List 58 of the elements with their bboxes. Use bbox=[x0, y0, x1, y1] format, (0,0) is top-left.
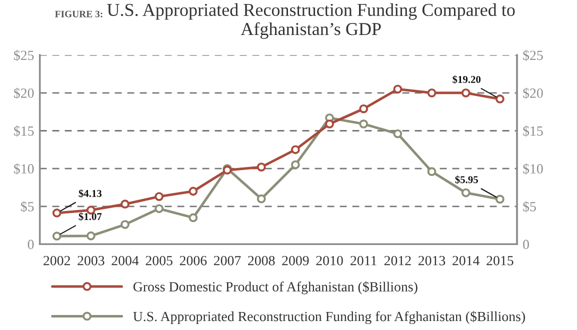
point bbox=[256, 162, 266, 172]
x-tick-label: 2007 bbox=[214, 256, 241, 266]
point bbox=[154, 192, 164, 201]
point bbox=[188, 213, 198, 222]
x-tick-label: 2009 bbox=[282, 256, 309, 266]
chart-title: U.S. Appropriated Reconstruction Funding Compared to Afghanistan’s GDP bbox=[107, 3, 515, 39]
x-tick-label: 2010 bbox=[316, 256, 343, 266]
point bbox=[427, 88, 436, 98]
x-tick-label: 2014 bbox=[452, 256, 480, 266]
x-tick-label: 2008 bbox=[248, 256, 275, 266]
point bbox=[427, 167, 436, 176]
y2-tick-label: $20 bbox=[523, 88, 543, 99]
annotation: $1.07 bbox=[78, 212, 102, 221]
x-tick-label: 2015 bbox=[486, 256, 514, 266]
point bbox=[393, 84, 402, 94]
y2-tick-label: $15 bbox=[523, 126, 543, 137]
point bbox=[496, 194, 504, 204]
point bbox=[86, 231, 96, 240]
point bbox=[461, 188, 470, 198]
point bbox=[359, 119, 368, 128]
x-tick-label: 2003 bbox=[78, 256, 104, 266]
x-tick-label: 2004 bbox=[112, 256, 139, 266]
legend-label: Gross Domestic Product of Afghanistan ($Billions) bbox=[133, 281, 418, 294]
annotation: $5.95 bbox=[455, 176, 478, 184]
y2-tick-label: 0 bbox=[523, 240, 529, 250]
point bbox=[154, 204, 164, 214]
point bbox=[359, 104, 368, 114]
y-tick-label: $10 bbox=[14, 163, 34, 174]
y-tick-label: $25 bbox=[14, 50, 34, 61]
point bbox=[256, 194, 266, 204]
y2-tick-label: $10 bbox=[523, 163, 543, 174]
x-tick-label: 2005 bbox=[146, 256, 172, 266]
y-tick-label: $15 bbox=[14, 126, 34, 137]
point bbox=[52, 208, 62, 218]
y2-tick-label: $25 bbox=[523, 50, 543, 61]
point bbox=[496, 94, 504, 104]
x-tick-label: 2011 bbox=[350, 256, 376, 266]
x-tick-label: 2006 bbox=[180, 256, 207, 266]
annotation: $4.13 bbox=[78, 189, 102, 198]
x-tick-label: 2002 bbox=[44, 256, 70, 266]
point bbox=[52, 232, 62, 241]
point bbox=[290, 145, 300, 154]
y2-tick-label: $5 bbox=[523, 201, 536, 212]
caption: FIGURE 3: bbox=[54, 10, 102, 18]
y-tick-label: $5 bbox=[20, 201, 34, 212]
x-tick-label: 2013 bbox=[418, 256, 446, 266]
point bbox=[188, 186, 198, 196]
point bbox=[325, 119, 334, 128]
point bbox=[461, 88, 470, 98]
point bbox=[120, 220, 130, 229]
annotation: $19.20 bbox=[452, 75, 481, 84]
point bbox=[393, 129, 402, 138]
x-tick-label: 2012 bbox=[384, 256, 411, 266]
y-tick-label: 0 bbox=[28, 240, 34, 250]
y-tick-label: $20 bbox=[14, 88, 34, 99]
point bbox=[120, 200, 130, 209]
point bbox=[290, 160, 300, 170]
legend-label: U.S. Appropriated Reconstruction Funding for Afghanistan ($Billions) bbox=[133, 311, 525, 324]
